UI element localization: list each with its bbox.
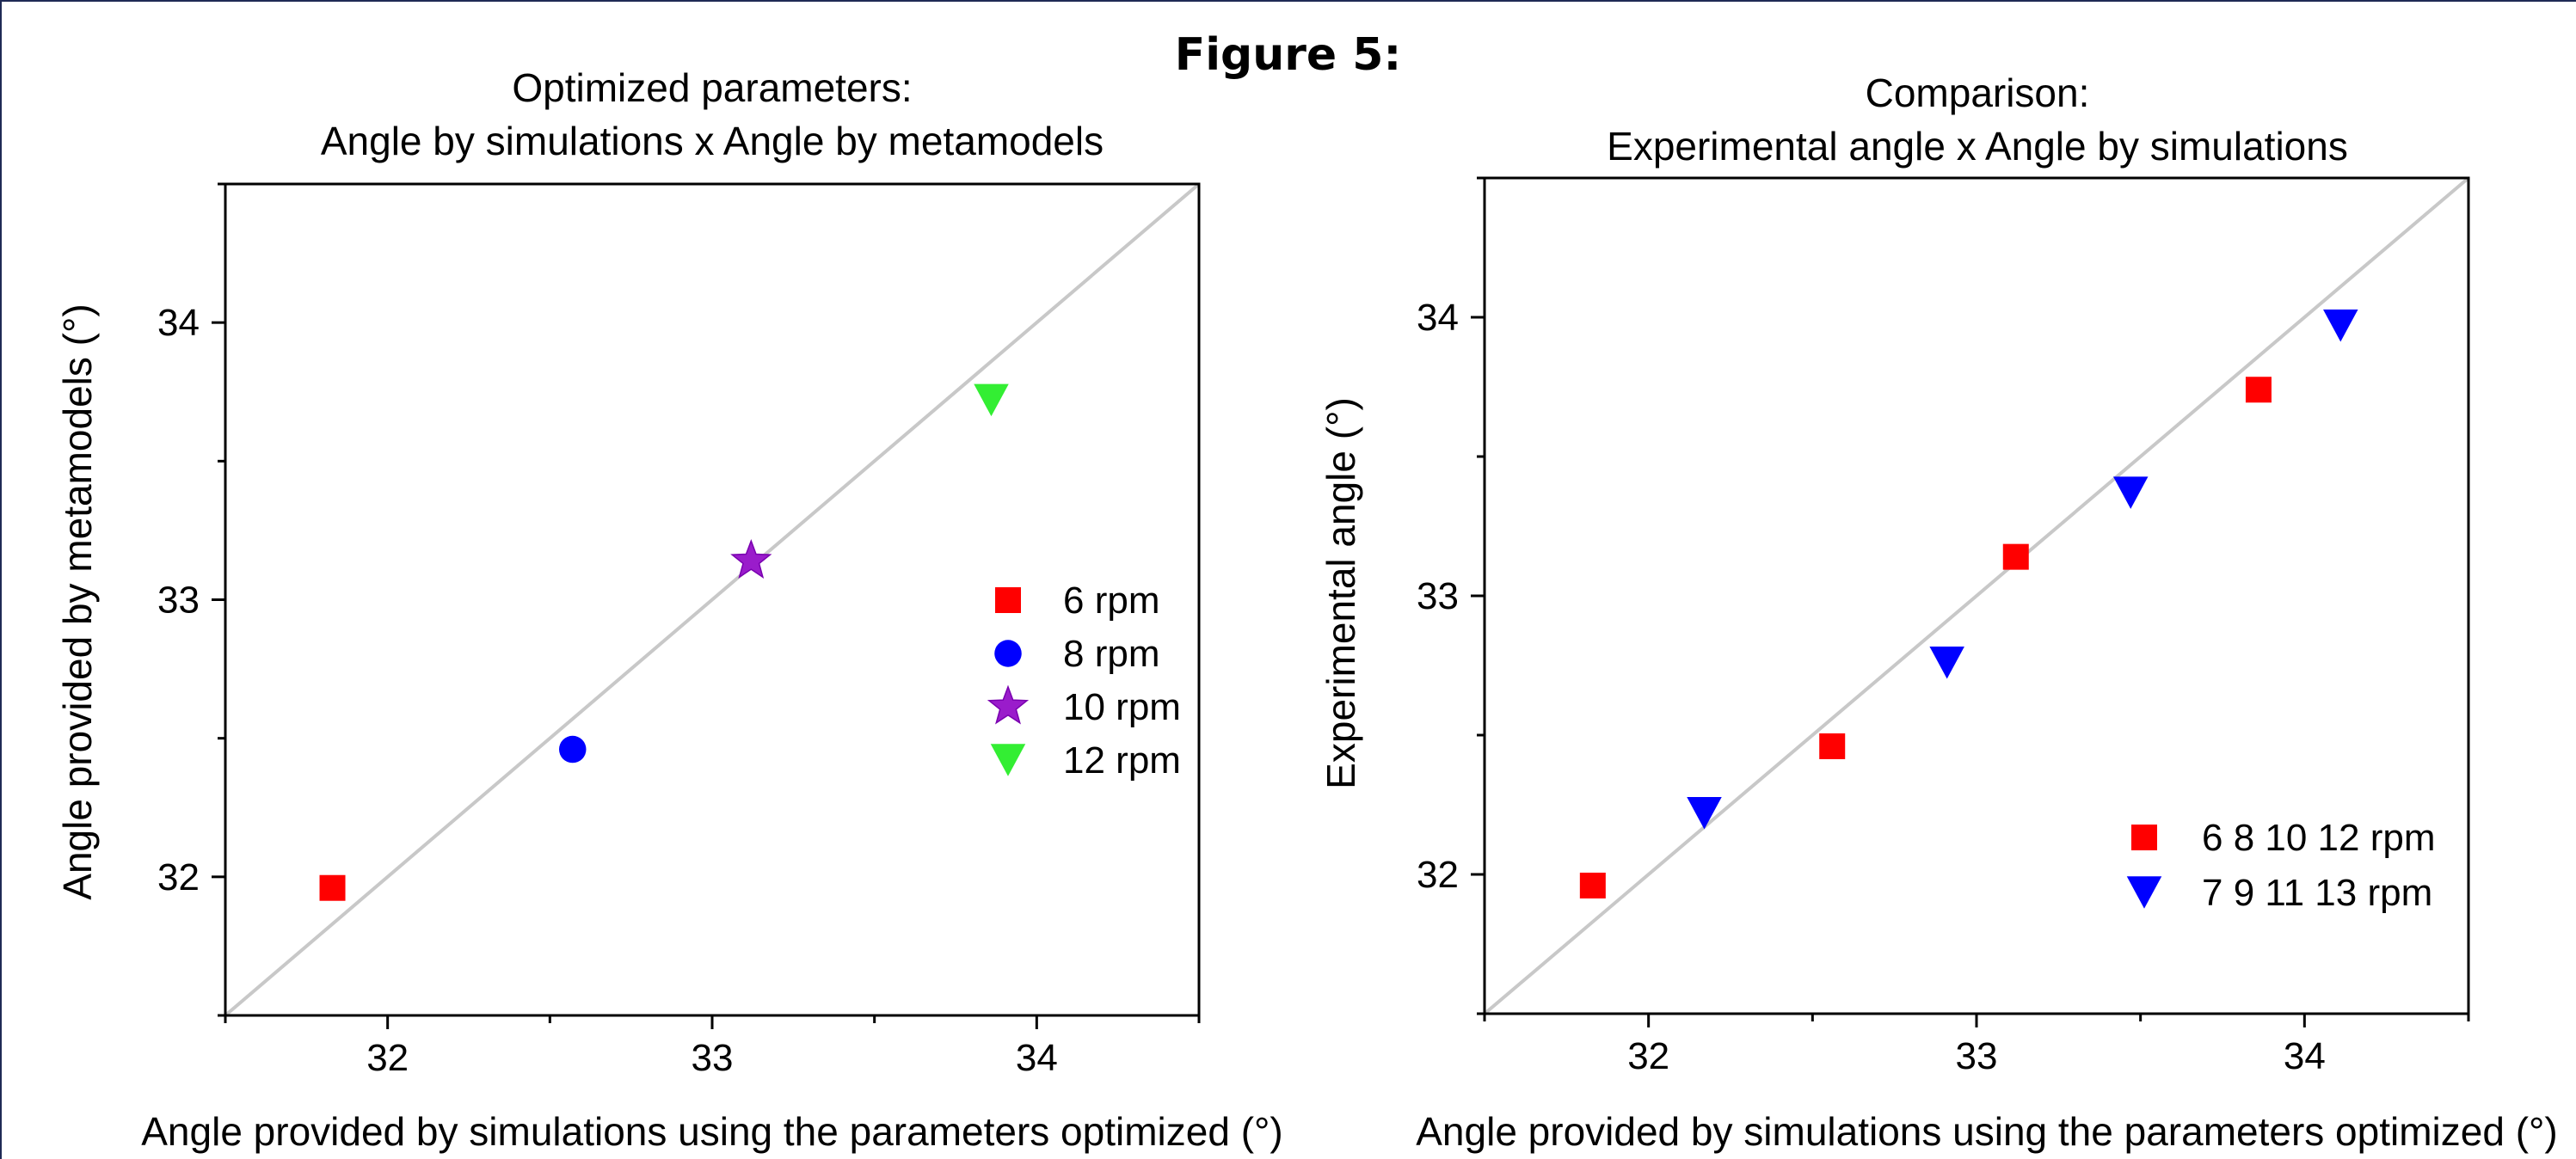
y-axis-label: Experimental angle (°) [1319,397,1363,789]
legend: 6 rpm 8 rpm 10 rpm 12 rpm [987,580,1181,782]
x-axis-label: Angle provided by simulations using the … [141,1109,1283,1154]
legend-marker [990,744,1026,776]
chart-title-line1: Optimized parameters: [512,65,912,110]
x-tick-label: 34 [1016,1037,1058,1079]
reference-line [224,182,1201,1017]
y-tick-label: 33 [157,580,200,622]
y-axis-label: Angle provided by metamodels (°) [55,304,100,899]
legend-label: 6 8 10 12 rpm [2202,817,2436,859]
x-tick-label: 34 [2284,1035,2326,1077]
x-tick-label: 32 [1627,1035,1669,1077]
legend-label: 6 rpm [1063,580,1159,622]
y-tick-label: 34 [1417,297,1459,339]
data-point [2112,476,2149,509]
data-point [974,383,1009,417]
data-point [730,538,772,579]
data-point [1929,647,1964,679]
legend-label: 7 9 11 13 rpm [2202,872,2432,914]
data-point [558,735,587,763]
y-tick-label: 32 [157,856,200,898]
data-point [1819,733,1846,759]
legend: 6 8 10 12 rpm 7 9 11 13 rpm [2126,817,2436,914]
data-point [2323,309,2358,342]
chart-title-line2: Angle by simulations x Angle by metamode… [321,119,1104,163]
data-point [2245,377,2272,403]
chart-title-line1: Comparison: [1866,71,2090,115]
legend-marker [2126,876,2162,909]
x-tick-label: 32 [366,1037,409,1079]
x-tick-label: 33 [1956,1035,1998,1077]
legend-marker [995,587,1021,613]
y-tick-label: 33 [1417,575,1459,617]
x-axis-label: Angle provided by simulations using the … [1416,1109,2558,1154]
chart-panel-2: Comparison: Experimental angle x Angle by… [1319,71,2558,1154]
chart-panel-1: Optimized parameters: Angle by simulation… [55,65,1283,1154]
legend-label: 8 rpm [1063,633,1159,675]
y-tick-label: 34 [157,302,200,344]
reference-line [1483,176,2470,1015]
legend-marker [2131,825,2157,850]
legend-label: 10 rpm [1063,686,1181,728]
chart-title-line2: Experimental angle x Angle by simulation… [1607,124,2348,169]
x-tick-label: 33 [692,1037,734,1079]
data-point [1687,796,1722,830]
legend-label: 12 rpm [1063,739,1181,782]
figure-title: Figure 5: [1174,29,1402,81]
legend-marker [994,640,1022,667]
data-point [319,874,346,901]
data-point [2002,543,2029,570]
y-tick-label: 32 [1417,854,1459,896]
data-point [1579,872,1606,898]
legend-marker [987,684,1030,725]
